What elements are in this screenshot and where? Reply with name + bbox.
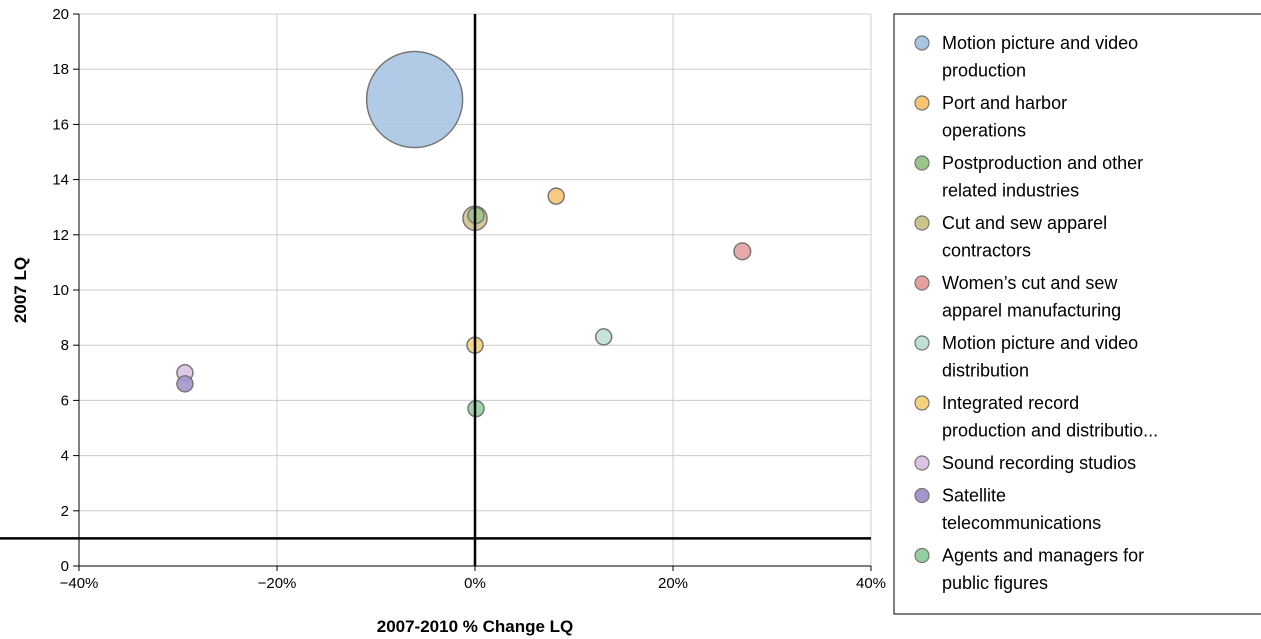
tick-labels: −40% −20% 0% 20% 40% 0 2 4 6 8 10 12 14 16 18 20 [52, 6, 886, 592]
legend-label: contractors [942, 241, 1031, 261]
legend-item[interactable]: Sound recording studios [914, 453, 1136, 473]
x-tick-label: 40% [856, 575, 886, 592]
y-tick-label: 4 [61, 448, 69, 465]
legend-label: apparel manufacturing [942, 301, 1121, 321]
bubble-point[interactable] [733, 242, 752, 261]
bubble-point[interactable] [176, 375, 194, 393]
legend-label: Sound recording studios [942, 453, 1136, 473]
y-tick-label: 12 [52, 227, 69, 244]
legend-marker [914, 455, 930, 471]
legend-item[interactable]: Cut and sew apparel contractors [914, 213, 1107, 261]
legend-label: Port and harbor [942, 93, 1067, 113]
x-axis-title: 2007-2010 % Change LQ [377, 617, 574, 636]
legend-item[interactable]: Postproduction and other related industri… [914, 153, 1143, 201]
bubble-point[interactable] [365, 50, 464, 149]
legend-item[interactable]: Port and harbor operations [914, 93, 1067, 141]
legend-label: production and distributio... [942, 421, 1158, 441]
x-tick-label: 20% [658, 575, 688, 592]
legend-item[interactable]: Integrated record production and distribu… [914, 393, 1158, 441]
legend-label: Integrated record [942, 393, 1079, 413]
legend-label: Motion picture and video [942, 33, 1138, 53]
axes [73, 13, 872, 571]
legend-item[interactable]: Women’s cut and sew apparel manufacturing [914, 273, 1121, 321]
legend-marker [914, 95, 930, 111]
x-tick-label: −40% [60, 575, 99, 592]
legend-label: public figures [942, 573, 1048, 593]
legend-box [893, 13, 1261, 615]
y-tick-label: 6 [61, 392, 69, 409]
legend-label: Women’s cut and sew [942, 273, 1118, 293]
legend-marker [914, 487, 930, 504]
y-tick-label: 10 [52, 282, 69, 299]
legend-label: Postproduction and other [942, 153, 1143, 173]
x-tick-label: −20% [258, 575, 297, 592]
legend-label: Motion picture and video [942, 333, 1138, 353]
legend-label: distribution [942, 361, 1029, 381]
x-tick-label: 0% [464, 575, 486, 592]
legend-label: related industries [942, 181, 1079, 201]
legend-item[interactable]: Satellite telecommunications [914, 486, 1101, 534]
legend-item[interactable]: Motion picture and video production [914, 33, 1138, 81]
y-tick-label: 16 [52, 116, 69, 133]
legend-marker [914, 35, 930, 51]
legend-marker [914, 335, 930, 351]
bubble-point[interactable] [594, 328, 613, 346]
legend-label: Satellite [942, 486, 1006, 506]
legend-item[interactable]: Agents and managers for public figures [914, 546, 1144, 594]
legend-marker [914, 547, 930, 564]
reference-lines [0, 14, 871, 566]
y-tick-label: 20 [52, 6, 69, 23]
legend: Motion picture and video production Port a… [893, 13, 1261, 615]
y-axis-title: 2007 LQ [11, 257, 30, 323]
legend-marker [914, 395, 930, 411]
y-tick-label: 2 [61, 503, 69, 520]
y-tick-label: 8 [61, 337, 69, 354]
legend-label: operations [942, 121, 1026, 141]
legend-marker [914, 155, 930, 171]
legend-label: production [942, 61, 1026, 81]
y-tick-label: 18 [52, 61, 69, 78]
legend-marker [914, 215, 930, 231]
y-tick-label: 0 [61, 558, 69, 575]
legend-label: Cut and sew apparel [942, 213, 1107, 233]
y-tick-label: 14 [52, 172, 69, 189]
bubble-point[interactable] [547, 187, 565, 205]
legend-label: telecommunications [942, 513, 1101, 533]
legend-marker [914, 275, 930, 291]
legend-item[interactable]: Motion picture and video distribution [914, 333, 1138, 381]
legend-label: Agents and managers for [942, 546, 1144, 566]
